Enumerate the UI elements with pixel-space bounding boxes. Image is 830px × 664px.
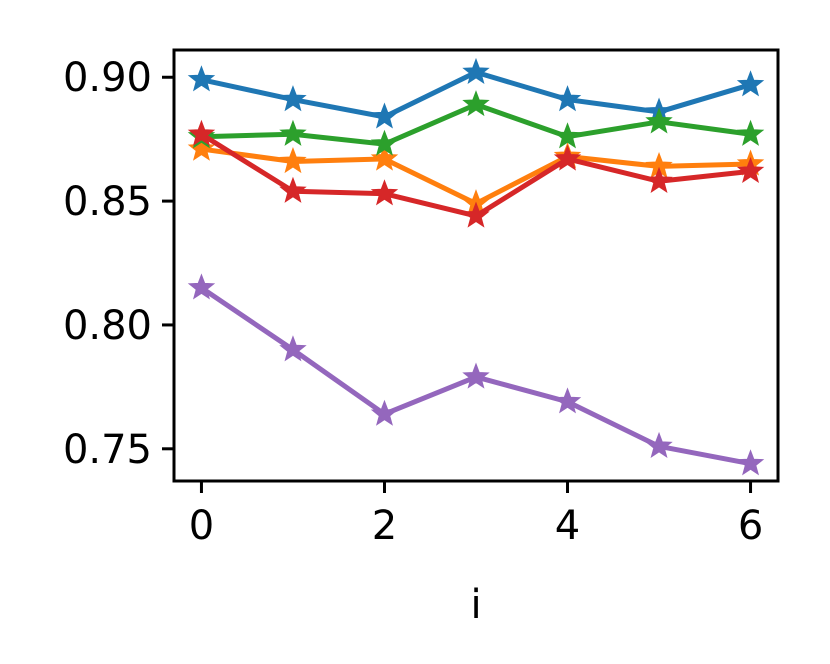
data-point-star [370,102,399,129]
data-point-star [462,362,490,389]
series-3 [187,90,765,156]
y-axis: 0.75 0.80 0.85 0.90 [63,55,174,473]
series-4 [187,119,765,228]
data-point-star [279,147,307,174]
data-point-star [645,431,673,458]
data-point-star [736,449,765,476]
data-point-star [553,85,582,112]
series-layer [187,57,765,476]
data-point-star [187,65,216,92]
x-tick-label: 6 [738,503,763,549]
data-point-star [553,122,582,149]
data-point-star [279,119,307,146]
data-point-star [370,129,399,156]
plot-frame [172,48,780,483]
x-tick-label: 4 [555,503,580,549]
y-tick-label: 0.85 [63,179,152,225]
data-point-star [370,179,399,206]
data-point-star [736,156,765,184]
data-point-star [462,57,490,84]
data-point-star [645,107,673,134]
data-point-star [187,134,216,161]
data-point-star [645,166,673,193]
data-point-star [736,119,765,146]
data-point-star [553,144,582,171]
data-point-star [553,387,582,414]
x-axis-label: i [470,582,481,628]
y-tick-label: 0.80 [63,303,152,349]
y-tick-label: 0.75 [63,427,152,473]
x-tick-label: 0 [189,503,214,549]
data-point-star [462,201,490,228]
series-5 [187,273,765,476]
data-point-star [279,85,307,112]
data-point-star [370,399,399,426]
x-axis: 0 2 4 6 [189,481,763,549]
data-point-star [187,119,216,146]
data-point-star [187,273,216,300]
data-point-star [736,70,765,97]
data-point-star [370,144,399,171]
data-point-star [462,90,490,117]
x-tick-label: 2 [372,503,397,549]
data-point-star [279,335,307,362]
data-point-star [279,176,307,203]
y-tick-label: 0.90 [63,55,152,101]
